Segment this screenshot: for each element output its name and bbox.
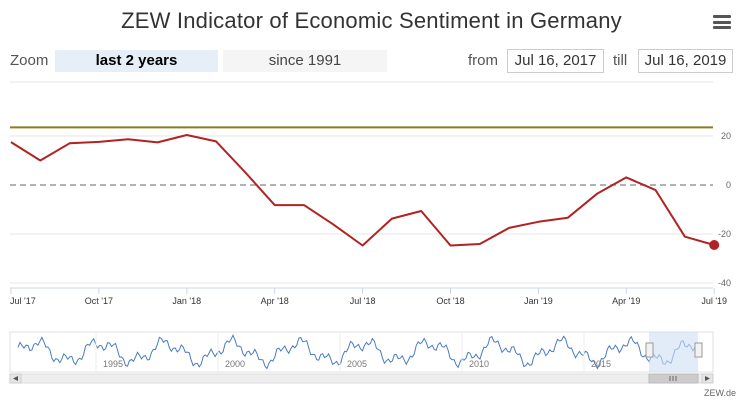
navigator-handle-left[interactable]: [645, 342, 654, 358]
data-point-23[interactable]: [683, 235, 687, 239]
data-point-2[interactable]: [68, 141, 72, 145]
y-tick-label-1: 0: [726, 180, 731, 190]
x-tick-label-3: Apr '18: [261, 296, 289, 306]
data-point-0[interactable]: [9, 140, 13, 144]
data-point-24[interactable]: [709, 240, 720, 251]
data-point-21[interactable]: [624, 175, 628, 179]
x-tick-label-5: Oct '18: [436, 296, 464, 306]
data-point-22[interactable]: [654, 188, 658, 192]
from-label: from: [468, 52, 498, 69]
data-point-9[interactable]: [273, 203, 277, 207]
from-date-input[interactable]: Jul 16, 2017: [507, 49, 604, 73]
x-tick-label-4: Jul '18: [350, 296, 376, 306]
navigator-year-label-2: 2005: [347, 359, 367, 369]
navigator-year-label-1: 2000: [225, 359, 245, 369]
data-point-3[interactable]: [97, 140, 101, 144]
hamburger-menu-icon[interactable]: [713, 15, 731, 29]
credit-text: ZEW.de: [704, 388, 737, 398]
y-tick-label-0: 20: [721, 131, 731, 141]
arrow-right-icon: [705, 376, 710, 381]
navigator-year-label-4: 2015: [591, 359, 611, 369]
data-point-16[interactable]: [478, 242, 482, 246]
navigator-year-label-3: 2010: [469, 359, 489, 369]
data-point-15[interactable]: [449, 244, 453, 248]
data-point-4[interactable]: [126, 137, 130, 141]
chart-title: ZEW Indicator of Economic Sentiment in G…: [121, 8, 622, 33]
navigator-frame: [9, 331, 714, 373]
navigator-scrollbar-track[interactable]: [9, 373, 714, 384]
data-point-8[interactable]: [243, 171, 247, 175]
data-point-19[interactable]: [566, 216, 570, 220]
data-point-14[interactable]: [419, 209, 423, 213]
zoom-label: Zoom: [10, 52, 49, 69]
y-tick-label-2: -20: [718, 229, 731, 239]
data-point-10[interactable]: [302, 203, 306, 207]
till-label: till: [613, 52, 628, 69]
data-point-17[interactable]: [507, 226, 511, 230]
till-date-input[interactable]: Jul 16, 2019: [638, 49, 733, 73]
data-point-20[interactable]: [595, 192, 599, 196]
data-point-6[interactable]: [185, 133, 189, 137]
navigator-year-label-0: 1995: [103, 359, 123, 369]
zoom-last-2-years-button[interactable]: last 2 years: [55, 50, 218, 72]
series-line: [10, 134, 715, 247]
data-point-1[interactable]: [38, 159, 42, 163]
data-point-12[interactable]: [361, 244, 365, 248]
data-point-11[interactable]: [331, 222, 335, 226]
x-tick-label-2: Jan '18: [172, 296, 201, 306]
data-point-13[interactable]: [390, 217, 394, 221]
navigator-selected-range[interactable]: [649, 332, 698, 372]
data-point-7[interactable]: [214, 139, 218, 143]
navigator-series: [17, 334, 696, 370]
x-tick-label-1: Oct '17: [85, 296, 113, 306]
x-tick-label-7: Apr '19: [612, 296, 640, 306]
zoom-since-1991-button[interactable]: since 1991: [223, 50, 387, 72]
x-tick-label-0: Jul '17: [10, 296, 36, 306]
x-tick-label-8: Jul '19: [701, 296, 727, 306]
data-point-5[interactable]: [156, 140, 160, 144]
y-tick-label-3: -40: [718, 278, 731, 288]
x-tick-label-6: Jan '19: [524, 296, 553, 306]
navigator-handle-right[interactable]: [694, 342, 703, 358]
arrow-left-icon: [13, 376, 18, 381]
data-point-18[interactable]: [536, 220, 540, 224]
